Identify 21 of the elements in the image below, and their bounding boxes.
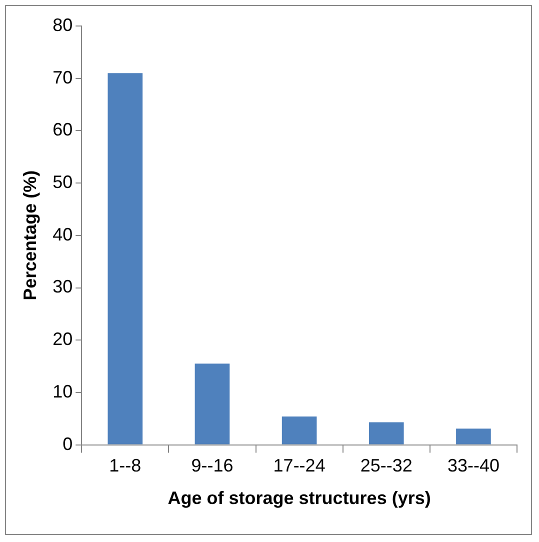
y-axis-title: Percentage (%) bbox=[20, 170, 40, 300]
y-tick-label: 0 bbox=[62, 434, 73, 454]
x-tick-label: 17--24 bbox=[273, 456, 326, 476]
y-tick-label: 50 bbox=[52, 172, 73, 192]
y-tick-label: 60 bbox=[52, 120, 73, 140]
x-axis-title: Age of storage structures (yrs) bbox=[168, 488, 431, 508]
y-tick-label: 10 bbox=[52, 381, 73, 402]
bar bbox=[194, 364, 230, 444]
y-tick-label: 40 bbox=[52, 224, 73, 244]
bar bbox=[368, 422, 404, 444]
x-tick-label: 33--40 bbox=[447, 456, 500, 476]
y-tick-label: 70 bbox=[52, 67, 73, 88]
bar bbox=[456, 428, 491, 444]
bar bbox=[108, 73, 143, 444]
x-tick-label: 1--8 bbox=[109, 456, 142, 476]
x-tick-label: 25--32 bbox=[360, 456, 412, 476]
y-tick-label: 30 bbox=[52, 276, 73, 297]
x-tick-label: 9--16 bbox=[191, 456, 234, 476]
y-tick-label: 80 bbox=[52, 14, 73, 35]
y-tick-label: 20 bbox=[52, 329, 73, 350]
bar bbox=[282, 416, 317, 444]
